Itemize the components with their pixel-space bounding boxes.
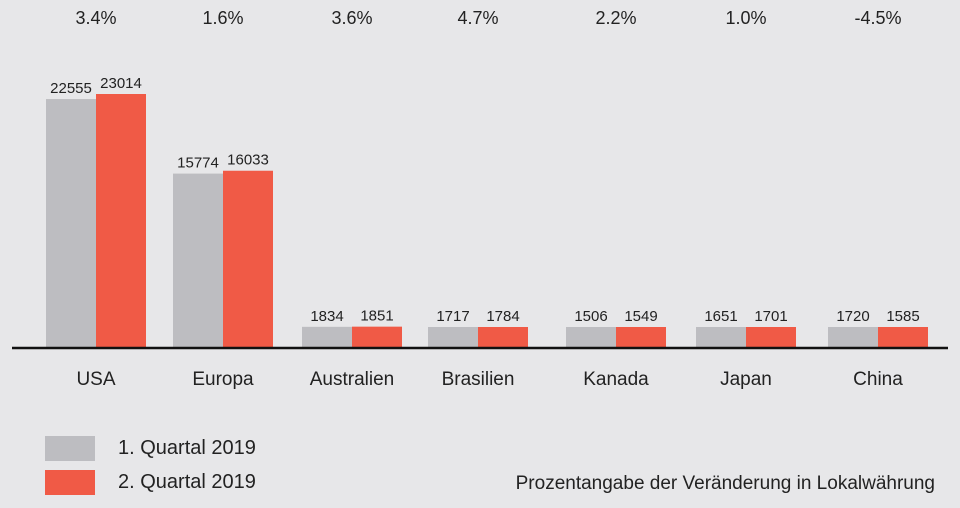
category-label-brasilien: Brasilien <box>442 369 515 390</box>
bar-australien-q1 <box>302 326 352 347</box>
legend-label-q1: 1. Quartal 2019 <box>118 437 256 459</box>
bar-kanada-q1 <box>566 327 616 347</box>
change-label-china: -4.5% <box>854 8 901 28</box>
data-label-europa-q1: 15774 <box>177 155 219 172</box>
change-label-australien: 3.6% <box>331 8 372 28</box>
bar-china-q2 <box>878 327 928 347</box>
category-label-usa: USA <box>76 369 115 390</box>
legend-label-q2: 2. Quartal 2019 <box>118 471 256 493</box>
category-label-europa: Europa <box>192 369 254 390</box>
category-label-japan: Japan <box>720 369 772 390</box>
legend-item-q1: 1. Quartal 2019 <box>45 436 256 461</box>
bar-japan-q2 <box>746 327 796 347</box>
data-label-china-q1: 1720 <box>836 308 869 325</box>
data-label-europa-q2: 16033 <box>227 152 269 169</box>
change-label-usa: 3.4% <box>75 8 116 28</box>
change-label-europa: 1.6% <box>202 8 243 28</box>
legend-swatch-q1 <box>45 436 95 461</box>
bar-europa-q1 <box>173 173 223 347</box>
data-label-china-q2: 1585 <box>886 308 919 325</box>
bar-japan-q1 <box>696 327 746 347</box>
change-label-brasilien: 4.7% <box>457 8 498 28</box>
bar-brasilien-q1 <box>428 327 478 347</box>
category-label-australien: Australien <box>310 369 395 390</box>
data-label-brasilien-q1: 1717 <box>436 308 469 325</box>
change-label-kanada: 2.2% <box>595 8 636 28</box>
bar-europa-q2 <box>223 170 273 347</box>
legend-item-q2: 2. Quartal 2019 <box>45 470 256 495</box>
bar-brasilien-q2 <box>478 327 528 347</box>
category-label-china: China <box>853 369 903 390</box>
data-label-japan-q1: 1651 <box>704 308 737 325</box>
category-label-kanada: Kanada <box>583 369 649 390</box>
bar-usa-q2 <box>96 94 146 347</box>
data-label-usa-q2: 23014 <box>100 75 142 92</box>
bar-kanada-q2 <box>616 327 666 347</box>
data-label-brasilien-q2: 1784 <box>486 308 519 325</box>
bar-china-q1 <box>828 327 878 347</box>
bar-chart: 22555 23014 USA 3.4% 15774 16033 Europa 1.6% 183… <box>12 8 948 390</box>
change-label-japan: 1.0% <box>725 8 766 28</box>
bar-australien-q2 <box>352 326 402 347</box>
data-label-usa-q1: 22555 <box>50 80 92 97</box>
data-label-kanada-q1: 1506 <box>574 308 607 325</box>
data-label-australien-q1: 1834 <box>310 308 343 325</box>
data-label-japan-q2: 1701 <box>754 308 787 325</box>
chart-note: Prozentangabe der Veränderung in Lokalwä… <box>515 473 935 494</box>
data-label-australien-q2: 1851 <box>360 308 393 325</box>
data-label-kanada-q2: 1549 <box>624 308 657 325</box>
legend-swatch-q2 <box>45 470 95 495</box>
bar-usa-q1 <box>46 99 96 347</box>
